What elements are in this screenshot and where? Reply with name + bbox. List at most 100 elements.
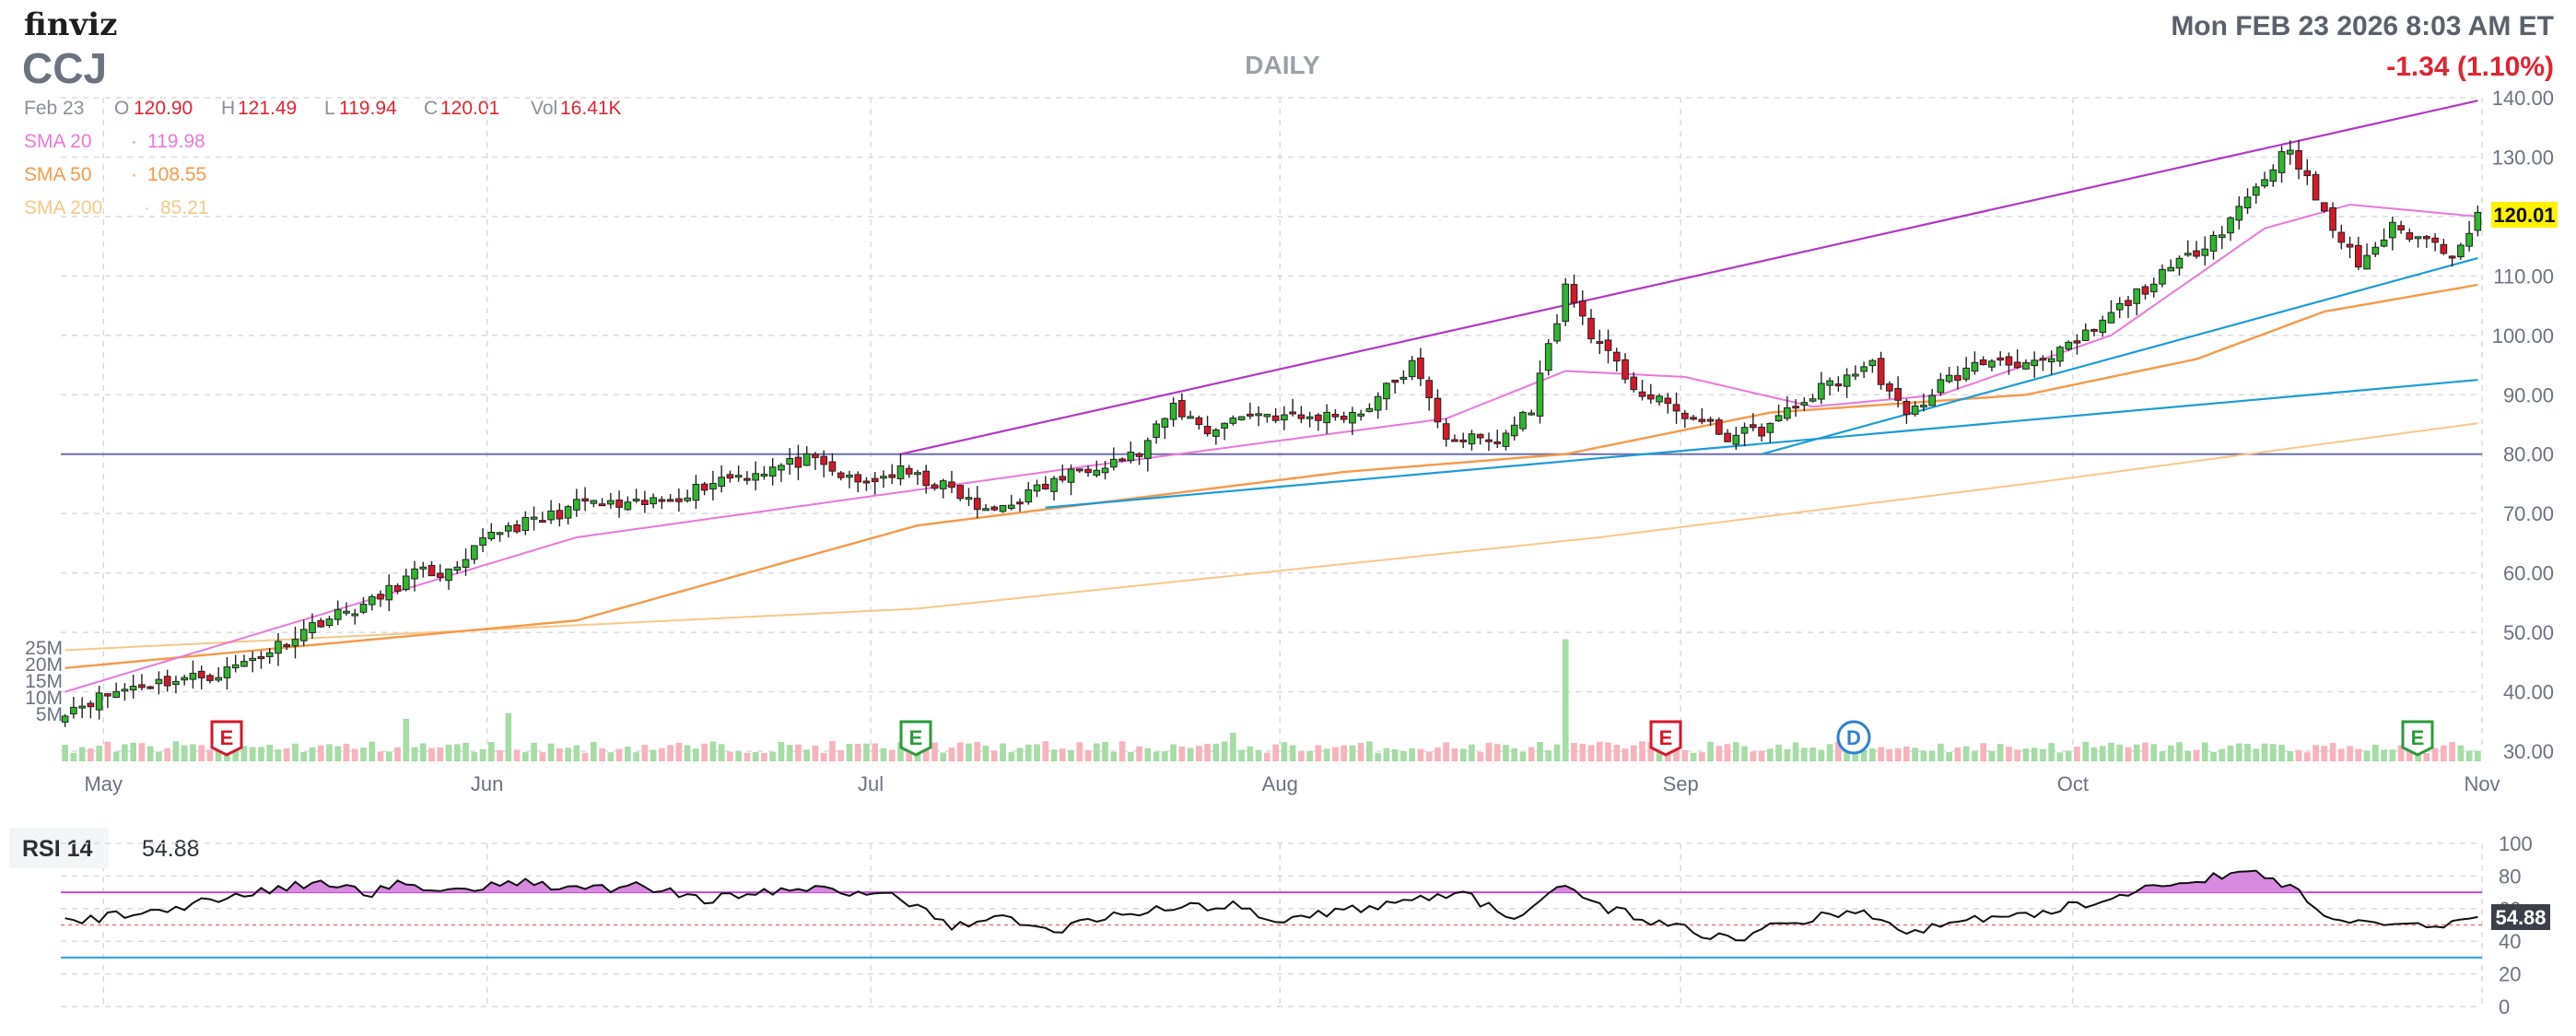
volume-bar (897, 742, 904, 761)
volume-bar (351, 748, 358, 761)
volume-bar (2355, 748, 2362, 761)
price-tick: 110.00 (2493, 265, 2554, 288)
candle-body (922, 470, 931, 487)
volume-bar (956, 742, 964, 761)
volume-bar (1673, 749, 1680, 761)
earnings-marker (210, 720, 243, 757)
volume-bar (1016, 748, 1024, 761)
candle-body (1528, 412, 1536, 416)
finviz-logo[interactable]: finviz (24, 6, 117, 43)
candle-body (2380, 239, 2388, 247)
volume-bar (181, 745, 188, 761)
volume-bar (437, 747, 444, 761)
ohlc-vol: 16.41K (560, 98, 622, 119)
candle-body (249, 657, 257, 662)
volume-bar (453, 744, 461, 761)
candle-body (547, 510, 555, 521)
volume-bar (1434, 747, 1441, 761)
candle-body (2269, 169, 2277, 182)
volume-bar (1801, 748, 1808, 761)
candle-body (956, 485, 965, 500)
candle-body (1903, 400, 1911, 416)
volume-bar (1178, 747, 1186, 761)
volume-bar (1732, 742, 1739, 761)
candle-body (2286, 149, 2294, 155)
candle-body (1800, 402, 1809, 406)
volume-bar (2261, 743, 2268, 761)
volume-bar (940, 752, 947, 761)
candle-body (1962, 367, 1970, 380)
volume-bar (2014, 749, 2021, 761)
candle-body (385, 584, 393, 601)
volume-bar (2150, 744, 2158, 761)
candle-body (215, 677, 223, 681)
candle-body (1221, 422, 1228, 429)
ohlc-row: Feb 23 O 120.90 H 121.49 L 119.94 C 120.… (24, 98, 622, 119)
price-tick: 100.00 (2492, 324, 2554, 347)
volume-bar (888, 749, 896, 761)
candle-body (1894, 387, 1902, 401)
volume-bar (394, 747, 401, 761)
candle-body (2389, 221, 2396, 239)
volume-bar (1204, 743, 1211, 761)
overlay-lines (61, 100, 2482, 693)
candle-body (521, 517, 530, 532)
candle-body (1067, 468, 1075, 483)
rsi-tick: 80 (2499, 865, 2521, 888)
volume-bar (2099, 746, 2106, 761)
volume-bar (266, 744, 274, 761)
candle-body (1374, 395, 1382, 411)
volume-bar (292, 743, 299, 761)
volume-bar (249, 747, 256, 761)
volume-bar (1784, 748, 1791, 761)
trendline-short (1761, 256, 2478, 455)
volume-tick: 5M (36, 704, 63, 725)
candle-body (1135, 453, 1143, 457)
candle-body (1690, 417, 1697, 420)
volume-bar (667, 745, 673, 761)
price-tick: 40.00 (2503, 681, 2554, 704)
candle-body (2039, 358, 2047, 361)
volume-bar (641, 745, 649, 761)
candle-body (2235, 206, 2243, 221)
ohlc-close: 120.01 (440, 98, 499, 119)
candle-body (666, 499, 674, 502)
candlesticks[interactable] (61, 139, 2482, 727)
volume-bar (778, 741, 785, 761)
candle-body (1587, 317, 1595, 340)
volume-bar (2269, 744, 2277, 761)
volume-bar (1238, 749, 1245, 761)
candle-body (436, 572, 444, 578)
volume-bar (2048, 743, 2055, 761)
candle-body (1596, 341, 1604, 345)
candle-body (172, 680, 180, 686)
volume-bar (1375, 752, 1382, 761)
volume-bar (521, 752, 529, 761)
volume-bar (2465, 750, 2473, 761)
volume-bar (2278, 744, 2285, 761)
month-label: Nov (2464, 772, 2500, 795)
candle-body (2149, 283, 2158, 293)
candle-body (1784, 407, 1791, 419)
candle-body (744, 477, 751, 481)
price-tick: 50.00 (2503, 621, 2554, 644)
volume-bar (735, 750, 742, 761)
volume-bar (369, 741, 376, 761)
sma-legend: SMA 20 · 119.98 SMA 50 · 108.55 SMA 200 … (24, 131, 209, 218)
candle-body (632, 499, 640, 502)
price-tick: 70.00 (2503, 502, 2554, 525)
volume-bar (1409, 748, 1416, 761)
volume-bar (2449, 742, 2455, 761)
volume-bar (2244, 743, 2251, 761)
volume-bar (1281, 742, 1288, 761)
volume-bar (1605, 742, 1611, 761)
volume-bar (1383, 748, 1390, 761)
candle-body (2193, 250, 2200, 257)
candle-body (1118, 458, 1126, 462)
volume-bar (1459, 748, 1467, 761)
candle-body (854, 474, 862, 483)
volume-bar (684, 745, 691, 761)
candle-body (1161, 418, 1169, 428)
sma20-line (64, 203, 2478, 693)
